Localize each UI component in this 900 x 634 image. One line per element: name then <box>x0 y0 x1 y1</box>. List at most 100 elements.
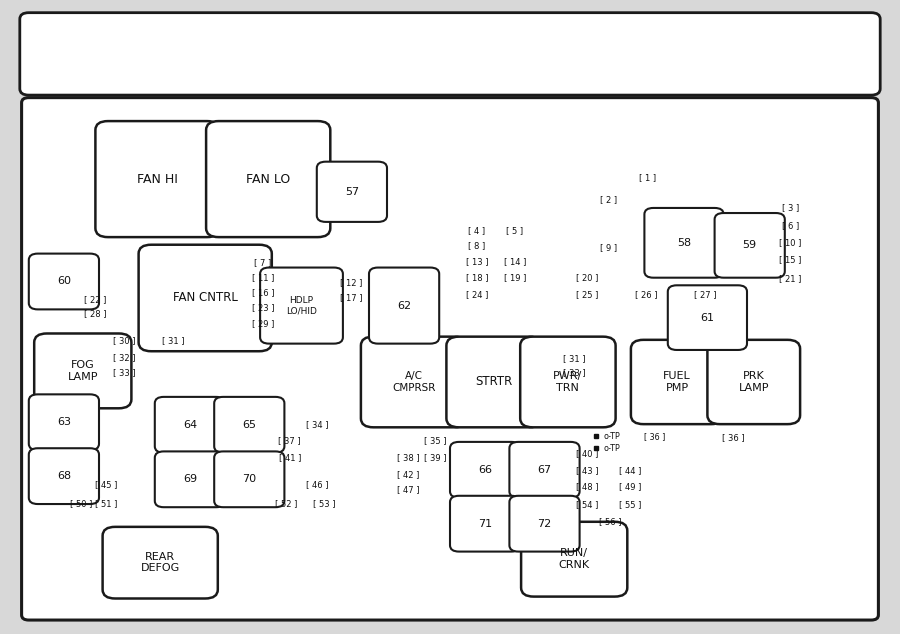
Text: 61: 61 <box>700 313 715 323</box>
Text: [ 2 ]: [ 2 ] <box>599 195 617 204</box>
Text: [ 47 ]: [ 47 ] <box>398 485 419 494</box>
Text: STRTR: STRTR <box>475 375 513 389</box>
Text: [ 27 ]: [ 27 ] <box>695 290 716 299</box>
FancyBboxPatch shape <box>644 208 724 278</box>
FancyBboxPatch shape <box>155 397 225 453</box>
FancyBboxPatch shape <box>450 442 520 498</box>
Text: 68: 68 <box>57 471 71 481</box>
Text: [ 53 ]: [ 53 ] <box>313 500 335 508</box>
Text: o-TP: o-TP <box>603 444 620 453</box>
Text: 66: 66 <box>478 465 492 475</box>
FancyBboxPatch shape <box>29 394 99 450</box>
Text: [ 40 ]: [ 40 ] <box>576 449 598 458</box>
Text: A/C
CMPRSR: A/C CMPRSR <box>392 371 436 393</box>
Text: 63: 63 <box>57 417 71 427</box>
Text: [ 19 ]: [ 19 ] <box>504 273 526 282</box>
FancyBboxPatch shape <box>214 451 284 507</box>
FancyBboxPatch shape <box>214 397 284 453</box>
FancyBboxPatch shape <box>95 121 220 237</box>
Text: [ 20 ]: [ 20 ] <box>576 273 598 282</box>
Text: [ 48 ]: [ 48 ] <box>576 482 598 491</box>
Text: [ 52 ]: [ 52 ] <box>275 500 297 508</box>
FancyBboxPatch shape <box>139 245 272 351</box>
Text: [ 35 ]: [ 35 ] <box>425 436 446 445</box>
FancyBboxPatch shape <box>446 337 542 427</box>
FancyBboxPatch shape <box>509 442 580 498</box>
Text: [ 1 ]: [ 1 ] <box>639 173 657 182</box>
Text: PRK
LAMP: PRK LAMP <box>739 371 769 393</box>
FancyBboxPatch shape <box>29 254 99 309</box>
FancyBboxPatch shape <box>103 527 218 598</box>
Text: [ 23 ]: [ 23 ] <box>252 304 274 313</box>
FancyBboxPatch shape <box>707 340 800 424</box>
Text: [ 54 ]: [ 54 ] <box>576 500 598 509</box>
Text: [ 21 ]: [ 21 ] <box>779 275 801 283</box>
Text: [ 25 ]: [ 25 ] <box>576 290 598 299</box>
Text: FUEL
PMP: FUEL PMP <box>663 371 691 393</box>
Text: [ 41 ]: [ 41 ] <box>279 453 301 462</box>
Text: 67: 67 <box>537 465 552 475</box>
Text: [ 14 ]: [ 14 ] <box>504 257 526 266</box>
Text: [ 43 ]: [ 43 ] <box>576 466 598 475</box>
Text: 58: 58 <box>677 238 691 248</box>
Text: RUN/
CRNK: RUN/ CRNK <box>559 548 590 570</box>
Text: [ 17 ]: [ 17 ] <box>340 294 362 302</box>
FancyBboxPatch shape <box>260 268 343 344</box>
Text: [ 36 ]: [ 36 ] <box>722 433 745 442</box>
Text: 70: 70 <box>242 474 256 484</box>
Text: [ 42 ]: [ 42 ] <box>398 470 419 479</box>
Text: [ 45 ]: [ 45 ] <box>95 481 117 489</box>
Text: [ 55 ]: [ 55 ] <box>619 500 641 509</box>
Text: [ 39 ]: [ 39 ] <box>425 453 446 462</box>
FancyBboxPatch shape <box>20 13 880 95</box>
FancyBboxPatch shape <box>34 333 131 408</box>
Text: [ 7 ]: [ 7 ] <box>254 259 272 268</box>
FancyBboxPatch shape <box>317 162 387 222</box>
Text: [ 28 ]: [ 28 ] <box>84 309 106 318</box>
Text: [ 8 ]: [ 8 ] <box>468 242 486 250</box>
Text: [ 49 ]: [ 49 ] <box>619 482 641 491</box>
Text: 65: 65 <box>242 420 256 430</box>
Text: 57: 57 <box>345 187 359 197</box>
Text: FAN CNTRL: FAN CNTRL <box>173 292 238 304</box>
Text: [ 4 ]: [ 4 ] <box>468 226 486 235</box>
Text: [ 30 ]: [ 30 ] <box>113 337 136 346</box>
Text: [ 26 ]: [ 26 ] <box>634 290 657 299</box>
Text: [ 56 ]: [ 56 ] <box>599 517 621 526</box>
Text: [ 37 ]: [ 37 ] <box>278 436 302 445</box>
Text: [ 18 ]: [ 18 ] <box>466 273 488 282</box>
Text: [ 44 ]: [ 44 ] <box>619 466 641 475</box>
FancyBboxPatch shape <box>22 98 878 620</box>
FancyBboxPatch shape <box>29 448 99 504</box>
Text: FAN LO: FAN LO <box>246 172 291 186</box>
FancyBboxPatch shape <box>509 496 580 552</box>
Text: [ 33 ]: [ 33 ] <box>562 368 586 377</box>
Text: [ 10 ]: [ 10 ] <box>779 238 801 247</box>
Text: 62: 62 <box>397 301 411 311</box>
Text: [ 16 ]: [ 16 ] <box>252 288 274 297</box>
Text: REAR
DEFOG: REAR DEFOG <box>140 552 180 574</box>
Text: [ 5 ]: [ 5 ] <box>506 226 524 235</box>
Text: FOG
LAMP: FOG LAMP <box>68 360 98 382</box>
Text: [ 9 ]: [ 9 ] <box>599 243 617 252</box>
Text: [ 6 ]: [ 6 ] <box>781 221 799 230</box>
Text: [ 3 ]: [ 3 ] <box>781 204 799 212</box>
Text: PWR/
TRN: PWR/ TRN <box>554 371 582 393</box>
Text: [ 50 ]: [ 50 ] <box>70 500 92 508</box>
Text: 60: 60 <box>57 276 71 287</box>
Text: [ 12 ]: [ 12 ] <box>340 278 362 287</box>
Text: [ 51 ]: [ 51 ] <box>95 500 117 508</box>
Text: [ 31 ]: [ 31 ] <box>162 337 184 346</box>
Text: [ 34 ]: [ 34 ] <box>305 420 328 429</box>
Text: [ 11 ]: [ 11 ] <box>252 273 274 282</box>
FancyBboxPatch shape <box>450 496 520 552</box>
Text: [ 24 ]: [ 24 ] <box>466 290 488 299</box>
Text: 72: 72 <box>537 519 552 529</box>
Text: [ 29 ]: [ 29 ] <box>252 319 274 328</box>
Text: [ 22 ]: [ 22 ] <box>85 295 106 304</box>
Text: [ 15 ]: [ 15 ] <box>779 256 801 264</box>
FancyBboxPatch shape <box>521 522 627 597</box>
Text: 69: 69 <box>183 474 197 484</box>
Text: o-TP: o-TP <box>603 432 620 441</box>
Text: [ 13 ]: [ 13 ] <box>466 257 488 266</box>
